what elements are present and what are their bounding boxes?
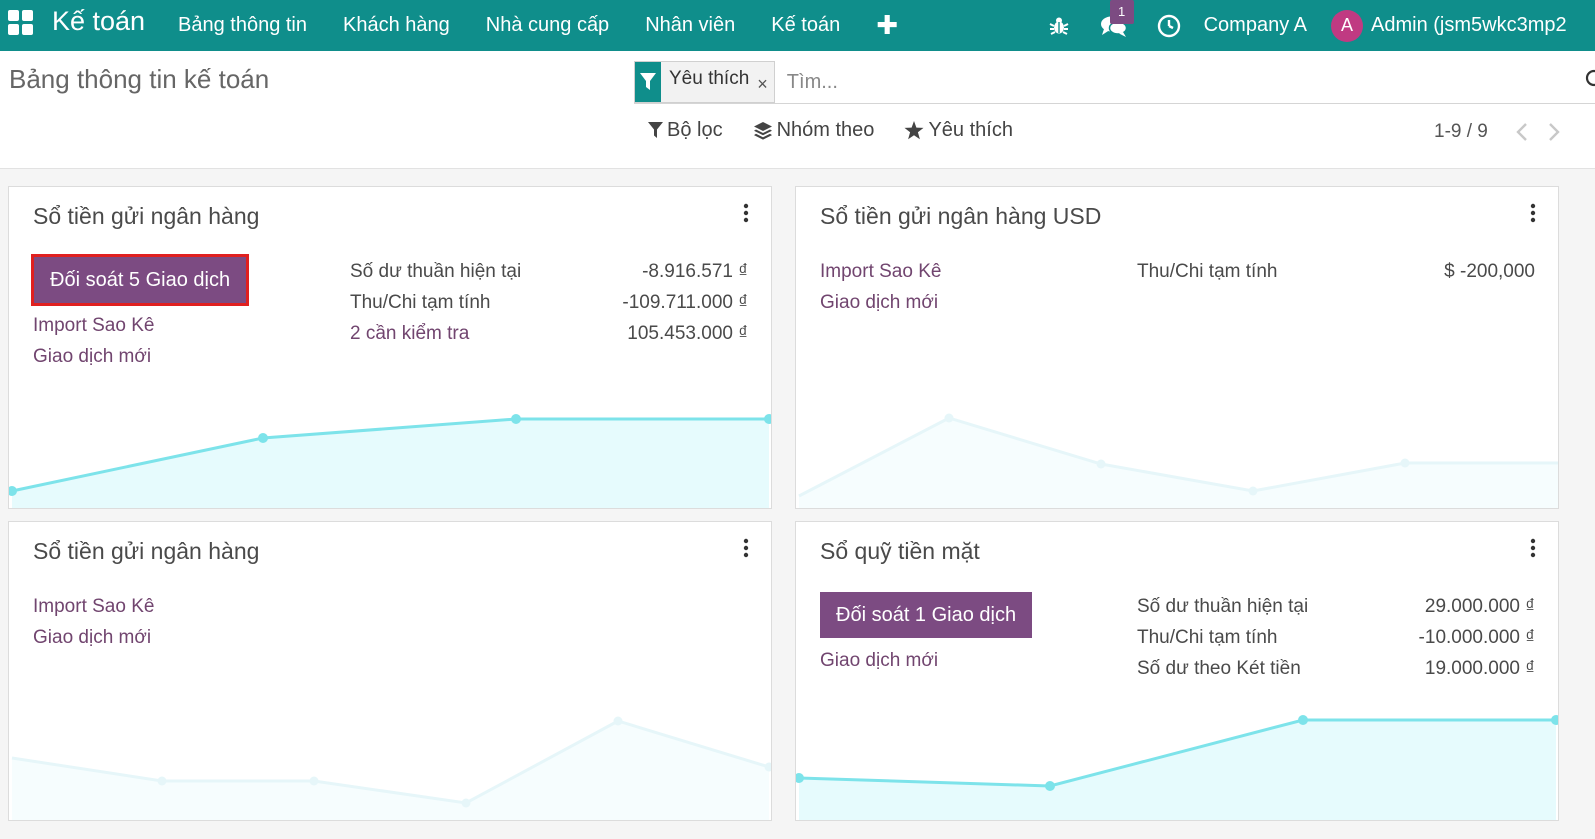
search-input[interactable] bbox=[786, 70, 1487, 94]
journal-card-bank-2: Sổ tiền gửi ngân hàng Import Sao Kê Giao… bbox=[8, 521, 772, 821]
kanban-view: Sổ tiền gửi ngân hàng Đối soát 5 Giao dị… bbox=[0, 169, 1595, 839]
filters-button[interactable]: Bộ lọc bbox=[648, 119, 723, 142]
filters-label: Bộ lọc bbox=[667, 119, 723, 141]
pager-value[interactable]: 1-9 / 9 bbox=[1434, 121, 1488, 142]
card-title[interactable]: Sổ tiền gửi ngân hàng bbox=[33, 203, 260, 229]
stat-value: $ -200,000 bbox=[1444, 261, 1535, 282]
facet-label: Yêu thích bbox=[669, 68, 750, 89]
reconcile-button[interactable]: Đối soát 5 Giao dịch bbox=[30, 254, 250, 306]
apps-grid-icon[interactable] bbox=[8, 10, 34, 36]
top-navbar: Kế toán Bảng thông tin Khách hàng Nhà cu… bbox=[0, 0, 1595, 51]
menu-customers[interactable]: Khách hàng bbox=[343, 14, 450, 36]
journal-card-cash: Sổ quỹ tiền mặt Đối soát 1 Giao dịch Gia… bbox=[795, 521, 1559, 821]
search-options: Bộ lọc Nhóm theo Yêu thích bbox=[648, 119, 1043, 142]
favorites-label: Yêu thích bbox=[928, 119, 1013, 141]
group-by-label: Nhóm theo bbox=[776, 119, 875, 141]
stat-value: 29.000.000 ₫ bbox=[1424, 596, 1535, 617]
stat-label: Số dư thuần hiện tại bbox=[1137, 596, 1309, 617]
menu-vendors[interactable]: Nhà cung cấp bbox=[485, 14, 610, 36]
user-menu[interactable]: A Admin (jsm5wkc3mp2 bbox=[1325, 9, 1595, 42]
messages-chat-icon[interactable]: 1 bbox=[1082, 0, 1146, 51]
import-statement-link[interactable]: Import Sao Kê bbox=[820, 261, 942, 282]
control-panel-divider bbox=[0, 168, 1595, 169]
chevron-right-icon[interactable] bbox=[1547, 122, 1561, 142]
sample-line-graph bbox=[798, 413, 1558, 508]
new-transaction-link[interactable]: Giao dịch mới bbox=[820, 292, 939, 313]
filter-facet-icon[interactable] bbox=[635, 62, 661, 102]
import-statement-link[interactable]: Import Sao Kê bbox=[33, 315, 155, 336]
favorites-button[interactable]: Yêu thích bbox=[904, 119, 1013, 142]
search-icon[interactable] bbox=[1581, 69, 1595, 93]
import-statement-link[interactable]: Import Sao Kê bbox=[33, 596, 155, 617]
layers-icon bbox=[753, 121, 772, 140]
page-title: Bảng thông tin kế toán bbox=[9, 64, 270, 94]
search-bar: Yêu thích × bbox=[634, 61, 1595, 104]
kebab-menu-icon[interactable] bbox=[740, 538, 752, 558]
stat-label: Số dư theo Két tiền bbox=[1137, 658, 1301, 679]
search-facet: Yêu thích × bbox=[634, 61, 775, 103]
facet-remove-button[interactable]: × bbox=[757, 74, 768, 94]
stat-value: -109.711.000 ₫ bbox=[622, 292, 748, 313]
avatar: A bbox=[1331, 9, 1363, 42]
stat-value: -10.000.000 ₫ bbox=[1418, 627, 1535, 648]
plus-icon[interactable]: ✚ bbox=[876, 10, 898, 40]
navbar-systray: 1 Company A A Admin (jsm5wkc3mp2 bbox=[1036, 0, 1595, 51]
stat-value: 19.000.000 ₫ bbox=[1424, 658, 1535, 679]
company-switcher[interactable]: Company A bbox=[1203, 14, 1307, 36]
chevron-left-icon[interactable] bbox=[1515, 122, 1529, 142]
new-transaction-link[interactable]: Giao dịch mới bbox=[33, 627, 152, 648]
menu-employees[interactable]: Nhân viên bbox=[645, 14, 736, 36]
to-check-link[interactable]: 2 cần kiểm tra bbox=[350, 323, 470, 344]
journal-card-bank-usd: Sổ tiền gửi ngân hàng USD Import Sao Kê … bbox=[795, 186, 1559, 509]
filter-icon bbox=[648, 122, 663, 138]
kebab-menu-icon[interactable] bbox=[1527, 538, 1539, 558]
stat-label: Thu/Chi tạm tính bbox=[1137, 627, 1278, 648]
reconcile-button[interactable]: Đối soát 1 Giao dịch bbox=[820, 592, 1033, 638]
app-brand[interactable]: Kế toán bbox=[52, 6, 146, 36]
card-title[interactable]: Sổ quỹ tiền mặt bbox=[820, 538, 980, 564]
main-menu: Bảng thông tin Khách hàng Nhà cung cấp N… bbox=[160, 0, 916, 51]
menu-dashboard[interactable]: Bảng thông tin bbox=[178, 14, 307, 36]
balance-line-graph bbox=[9, 414, 771, 508]
new-transaction-link[interactable]: Giao dịch mới bbox=[820, 650, 939, 671]
user-name: Admin (jsm5wkc3mp2 bbox=[1371, 14, 1567, 36]
menu-accounting[interactable]: Kế toán bbox=[771, 14, 841, 36]
stat-label: Thu/Chi tạm tính bbox=[350, 292, 491, 313]
star-icon bbox=[904, 121, 924, 140]
balance-line-graph bbox=[796, 715, 1558, 820]
stat-label: Thu/Chi tạm tính bbox=[1137, 261, 1278, 282]
journal-card-bank: Sổ tiền gửi ngân hàng Đối soát 5 Giao dị… bbox=[8, 186, 772, 509]
stat-value: -8.916.571 ₫ bbox=[642, 261, 748, 282]
card-title[interactable]: Sổ tiền gửi ngân hàng bbox=[33, 538, 260, 564]
kebab-menu-icon[interactable] bbox=[740, 203, 752, 223]
card-title[interactable]: Sổ tiền gửi ngân hàng USD bbox=[820, 203, 1102, 229]
stat-label: Số dư thuần hiện tại bbox=[350, 261, 522, 282]
stat-value: 105.453.000 ₫ bbox=[627, 323, 748, 344]
group-by-button[interactable]: Nhóm theo bbox=[753, 119, 875, 142]
debug-bug-icon[interactable] bbox=[1036, 0, 1082, 51]
messages-badge: 1 bbox=[1109, 0, 1134, 24]
kebab-menu-icon[interactable] bbox=[1527, 203, 1539, 223]
new-transaction-link[interactable]: Giao dịch mới bbox=[33, 346, 152, 367]
sample-line-graph bbox=[11, 716, 771, 820]
activity-clock-icon[interactable] bbox=[1146, 0, 1192, 51]
